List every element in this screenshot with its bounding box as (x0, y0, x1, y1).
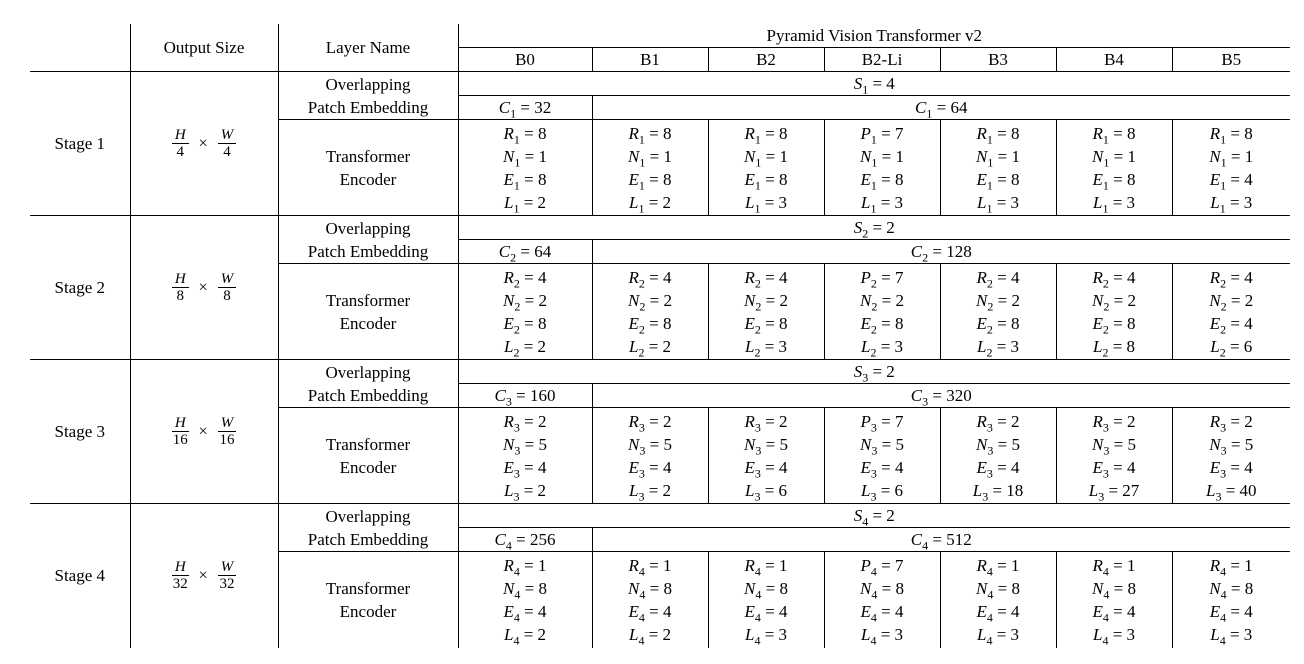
table-header: Output Size Layer Name Pyramid Vision Tr… (30, 24, 1291, 72)
channels-rest-value: C2 = 128 (591, 239, 1291, 264)
channels-b0-value: C3 = 160 (458, 383, 592, 408)
stage-label: Stage 1 (30, 71, 131, 216)
encoder-params-b5: R4 = 1 N4 = 8 E4 = 4 L4 = 3 (1171, 551, 1291, 648)
group-title: Pyramid Vision Transformer v2 (458, 24, 1291, 48)
encoder-params-b4: R3 = 2 N3 = 5 E3 = 4 L3 = 27 (1055, 407, 1172, 504)
encoder-params-b0: R1 = 8 N1 = 1 E1 = 8 L1 = 2 (458, 119, 592, 216)
column-header-output-size: Output Size (130, 24, 279, 72)
stage-label: Stage 3 (30, 359, 131, 504)
encoder-params-b2-li: P3 = 7 N3 = 5 E3 = 4 L3 = 6 (823, 407, 940, 504)
output-size: H 16 × W 16 (130, 359, 279, 504)
encoder-params-b5: R1 = 8 N1 = 1 E1 = 4 L1 = 3 (1171, 119, 1291, 216)
encoder-params-b0: R4 = 1 N4 = 8 E4 = 4 L4 = 2 (503, 555, 547, 648)
encoder-params-b2-li: P2 = 7 N2 = 2 E2 = 8 L2 = 3 (823, 263, 940, 360)
corner-cell (30, 24, 131, 72)
column-header-b2: B2 (707, 47, 824, 72)
layer-name-transformer-encoder: Transformer Encoder (278, 263, 459, 360)
encoder-params-b2-li: P1 = 7 N1 = 1 E1 = 8 L1 = 3 (823, 119, 940, 216)
output-size: H 8 × W 8 (130, 215, 279, 360)
encoder-params-b3: R2 = 4 N2 = 2 E2 = 8 L2 = 3 (939, 263, 1056, 360)
stages-body: Stage 1 H 4 × W 4 Overlapping Patch Embedding S1… (30, 71, 1291, 648)
times-operator: × (198, 567, 208, 585)
encoder-params-b2: R2 = 4 N2 = 2 E2 = 8 L2 = 3 (707, 263, 824, 360)
encoder-params-b4: R2 = 4 N2 = 2 E2 = 8 L2 = 8 (1055, 263, 1172, 360)
times-operator: × (198, 279, 208, 296)
column-header-b3: B3 (939, 47, 1056, 72)
patch-stride-value: S4 = 2 (458, 503, 1291, 528)
encoder-params-b3: R3 = 2 N3 = 5 E3 = 4 L3 = 18 (939, 407, 1056, 504)
encoder-params-b2: R1 = 8 N1 = 1 E1 = 8 L1 = 3 (707, 119, 824, 216)
stage-label: Stage 4 (30, 503, 131, 648)
channels-b0-value: C4 = 256 (458, 527, 592, 552)
layer-name-transformer-encoder: Transformer Encoder (278, 119, 459, 216)
pvt2-architecture-table: Output Size Layer Name Pyramid Vision Tr… (30, 24, 1291, 648)
encoder-params-b2: R4 = 1 N4 = 8 E4 = 4 L4 = 3 (707, 551, 824, 648)
encoder-params-b1: R2 = 4 N2 = 2 E2 = 8 L2 = 2 (591, 263, 708, 360)
encoder-params-b5: R2 = 4 N2 = 2 E2 = 4 L2 = 6 (1171, 263, 1291, 360)
encoder-params-b3: R4 = 1 N4 = 8 E4 = 4 L4 = 3 (939, 551, 1056, 648)
encoder-params-b3: R1 = 8 N1 = 1 E1 = 8 L1 = 3 (939, 119, 1056, 216)
encoder-params-b2-li: P4 = 7 N4 = 8 E4 = 4 L4 = 3 (823, 551, 940, 648)
column-header-b5: B5 (1171, 47, 1291, 72)
layer-name-patch-embedding: Overlapping Patch Embedding (278, 503, 459, 552)
channels-b0-value: C2 = 64 (458, 239, 592, 264)
times-operator: × (198, 423, 208, 440)
patch-stride-value: S2 = 2 (458, 215, 1291, 240)
channels-b0-value: C1 = 32 (458, 95, 592, 120)
column-header-layer-name: Layer Name (278, 24, 459, 72)
times-operator: × (198, 135, 208, 152)
layer-name-transformer-encoder: Transformer Encoder (278, 551, 459, 648)
channels-rest-value: C4 = 512 (591, 527, 1291, 552)
encoder-params-b1: R3 = 2 N3 = 5 E3 = 4 L3 = 2 (591, 407, 708, 504)
stage-label: Stage 2 (30, 215, 131, 360)
channels-rest-value: C1 = 64 (591, 95, 1291, 120)
column-header-b1: B1 (591, 47, 708, 72)
encoder-params-b0: R2 = 4 N2 = 2 E2 = 8 L2 = 2 (458, 263, 592, 360)
encoder-params-b5: R3 = 2 N3 = 5 E3 = 4 L3 = 40 (1171, 407, 1291, 504)
output-size: H 4 × W 4 (130, 71, 279, 216)
column-header-b2li: B2-Li (823, 47, 940, 72)
encoder-params-b1: R4 = 1 N4 = 8 E4 = 4 L4 = 2 (591, 551, 708, 648)
encoder-params-b4: R4 = 1 N4 = 8 E4 = 4 L4 = 3 (1055, 551, 1172, 648)
encoder-params-b4: R1 = 8 N1 = 1 E1 = 8 L1 = 3 (1055, 119, 1172, 216)
model-header-row: B0 B1 B2 B2-Li B3 B4 B5 (30, 47, 1291, 72)
layer-name-patch-embedding: Overlapping Patch Embedding (278, 71, 459, 120)
column-header-b4: B4 (1055, 47, 1172, 72)
encoder-params-b2: R3 = 2 N3 = 5 E3 = 4 L3 = 6 (707, 407, 824, 504)
layer-name-patch-embedding: Overlapping Patch Embedding (278, 215, 459, 264)
layer-name-patch-embedding: Overlapping Patch Embedding (278, 359, 459, 408)
encoder-params-b0: R3 = 2 N3 = 5 E3 = 4 L3 = 2 (458, 407, 592, 504)
encoder-params-b1: R1 = 8 N1 = 1 E1 = 8 L1 = 2 (591, 119, 708, 216)
channels-rest-value: C3 = 320 (591, 383, 1291, 408)
output-size: H 32 × W 32 (130, 503, 279, 648)
column-header-b0: B0 (458, 47, 592, 72)
patch-stride-value: S3 = 2 (458, 359, 1291, 384)
layer-name-transformer-encoder: Transformer Encoder (278, 407, 459, 504)
patch-stride-value: S1 = 4 (458, 71, 1291, 96)
